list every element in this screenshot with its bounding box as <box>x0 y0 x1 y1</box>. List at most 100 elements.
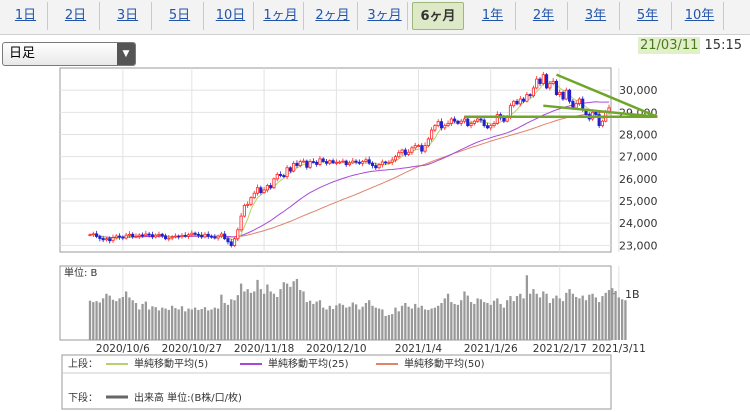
tab-period-8[interactable]: 3ヶ月 <box>362 2 408 30</box>
candle-body <box>252 192 256 199</box>
candle <box>426 136 430 148</box>
candle <box>124 232 128 240</box>
volume-bar <box>269 291 272 340</box>
volume-bar <box>453 303 456 340</box>
candle <box>387 160 391 165</box>
volume-bar <box>312 303 315 340</box>
candle <box>144 230 148 238</box>
volume-bar <box>568 289 571 340</box>
y-tick-label: 27,000 <box>619 151 658 164</box>
candle <box>351 158 355 164</box>
volume-bar <box>364 303 368 340</box>
candle <box>104 237 108 242</box>
candle-body <box>600 120 604 127</box>
tab-period-5[interactable]: 10日 <box>208 2 254 30</box>
tab-period-2[interactable]: 2日 <box>52 2 100 30</box>
candle-body <box>456 120 460 124</box>
candle-body <box>173 235 177 238</box>
volume-bar <box>502 307 506 340</box>
candle <box>282 173 286 178</box>
candle-body <box>492 123 496 127</box>
volume-bar <box>187 308 190 340</box>
tab-period-3[interactable]: 3日 <box>104 2 152 30</box>
candle-body <box>489 125 493 129</box>
tab-label: 10年 <box>684 8 715 23</box>
period-select-value: 日足 <box>9 46 36 61</box>
candle-body <box>416 145 421 147</box>
candle <box>160 232 164 238</box>
period-select[interactable]: 日足 ▼ <box>2 42 136 66</box>
tab-period-9[interactable]: 6ヶ月 <box>412 2 464 30</box>
candle <box>364 157 368 164</box>
tab-period-11[interactable]: 2年 <box>520 2 568 30</box>
tab-period-10[interactable]: 1年 <box>470 2 516 30</box>
candle-body <box>531 87 535 97</box>
tab-period-6[interactable]: 1ヶ月 <box>258 2 304 30</box>
tab-period-12[interactable]: 3年 <box>572 2 620 30</box>
candle <box>597 111 601 128</box>
candle <box>91 231 95 237</box>
tab-label: 5日 <box>168 8 191 23</box>
y-tick-label: 28,000 <box>619 129 658 142</box>
x-tick-label: 2021/1/4 <box>395 343 442 355</box>
volume-bar <box>519 293 522 340</box>
candle <box>223 231 227 241</box>
volume-bar <box>279 289 282 340</box>
candle-body <box>160 233 164 237</box>
volume-bar <box>128 297 131 340</box>
candle-body <box>443 125 447 129</box>
volume-bar <box>325 309 328 340</box>
tab-period-7[interactable]: 2ヶ月 <box>308 2 358 30</box>
candle-body <box>571 100 575 109</box>
volume-bar <box>220 294 223 340</box>
tab-label: 1ヶ月 <box>263 8 298 23</box>
volume-bar <box>578 298 581 340</box>
candle <box>357 159 361 166</box>
candle-body <box>95 233 99 237</box>
tab-period-14[interactable]: 10年 <box>676 2 724 30</box>
tab-period-4[interactable]: 5日 <box>156 2 204 30</box>
volume-bar <box>384 315 387 340</box>
volume-bar <box>575 296 578 340</box>
candle <box>380 159 384 168</box>
candle <box>167 234 171 242</box>
candle-body <box>482 119 486 127</box>
candle <box>515 99 519 106</box>
volume-bar <box>486 303 489 340</box>
candle <box>252 190 256 200</box>
candle <box>443 123 447 130</box>
candle-body <box>535 78 539 89</box>
volume-bar <box>558 298 561 340</box>
candle <box>180 233 184 239</box>
volume-bar <box>607 290 611 340</box>
tab-period-1[interactable]: 1日 <box>4 2 48 30</box>
volume-bar <box>427 309 430 340</box>
volume-bar <box>318 300 322 340</box>
chevron-down-icon[interactable]: ▼ <box>117 43 135 65</box>
candle <box>209 234 214 239</box>
candle <box>292 161 296 173</box>
candle <box>400 148 404 156</box>
volume-unit-label: 単位: B <box>64 266 98 279</box>
y-tick-label: 23,000 <box>619 239 658 252</box>
volume-bar <box>565 292 568 340</box>
candle <box>367 156 371 165</box>
candle <box>255 184 260 196</box>
candle-body <box>131 233 135 238</box>
candle-body <box>364 159 368 162</box>
candle <box>141 232 145 238</box>
candle <box>249 196 253 207</box>
candle-body <box>232 238 237 246</box>
candle <box>453 116 457 124</box>
volume-bar <box>118 298 121 340</box>
volume-bar <box>391 314 394 340</box>
volume-bar <box>289 286 292 340</box>
candle-body <box>282 175 286 178</box>
candle-body <box>108 238 112 242</box>
tab-period-13[interactable]: 5年 <box>624 2 672 30</box>
candle <box>370 161 375 169</box>
candle-body <box>374 165 378 169</box>
volume-bar <box>529 293 532 340</box>
volume-bar <box>292 281 295 340</box>
volume-bar <box>460 300 463 340</box>
